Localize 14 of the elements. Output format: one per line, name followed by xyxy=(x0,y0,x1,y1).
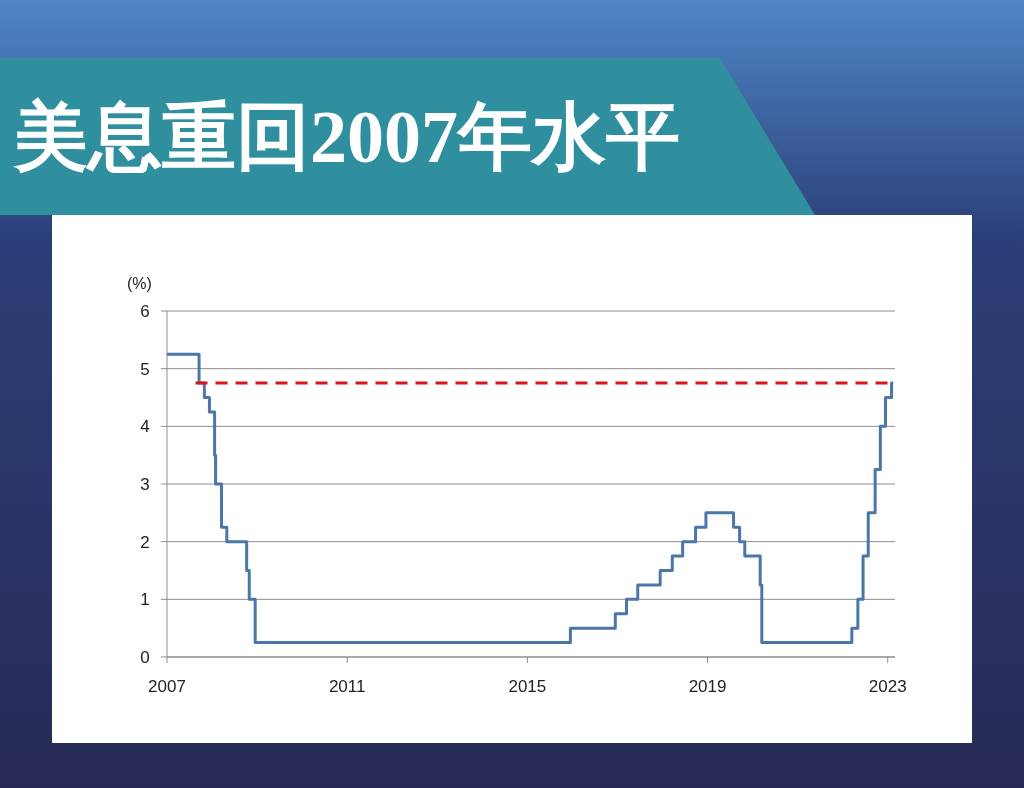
y-tick-label: 1 xyxy=(140,590,150,610)
x-tick-label: 2011 xyxy=(328,677,366,696)
x-tick-label: 2019 xyxy=(688,677,727,696)
x-tick-label: 2015 xyxy=(508,677,547,696)
x-tick-label: 2023 xyxy=(868,677,907,696)
title: 美息重回2007年水平 xyxy=(14,96,680,178)
y-tick-label: 2 xyxy=(140,532,150,552)
y-tick-label: 5 xyxy=(140,359,150,379)
y-tick-label: 3 xyxy=(140,475,150,494)
x-tick-label: 2007 xyxy=(148,677,186,696)
y-tick-label: 6 xyxy=(140,302,150,321)
y-tick-label: 0 xyxy=(140,648,150,667)
y-tick-label: 4 xyxy=(140,417,150,437)
y-axis-title: (%) xyxy=(127,275,152,292)
